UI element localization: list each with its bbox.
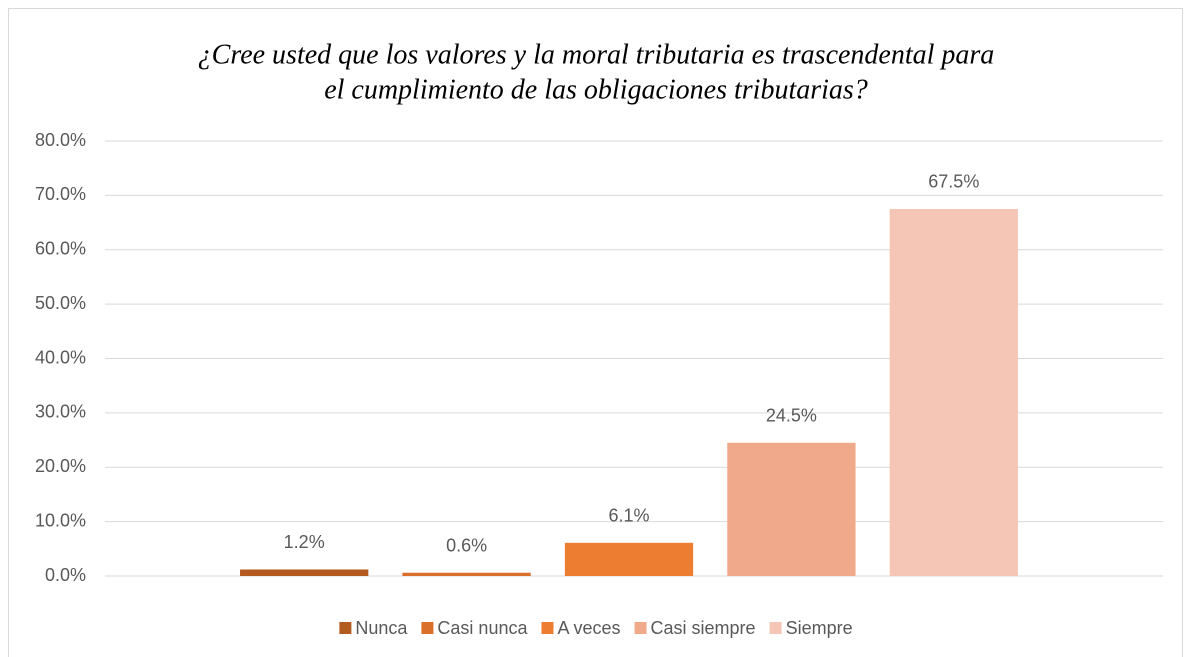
chart-title: el cumplimiento de las obligaciones trib…	[324, 74, 868, 105]
bar	[727, 442, 856, 576]
legend-swatch	[634, 622, 647, 634]
bar	[564, 542, 694, 576]
legend-swatch	[541, 622, 554, 634]
y-tick-label: 80.0%	[35, 130, 86, 150]
y-tick-label: 0.0%	[45, 565, 86, 585]
legend-label: Casi siempre	[651, 618, 756, 638]
y-tick-label: 30.0%	[35, 402, 86, 422]
data-label: 67.5%	[928, 172, 979, 192]
data-label: 0.6%	[446, 535, 487, 555]
legend-swatch	[339, 622, 352, 634]
bar	[402, 572, 531, 576]
data-label: 24.5%	[766, 406, 817, 426]
y-tick-label: 10.0%	[35, 510, 86, 530]
chart-title: ¿Cree usted que los valores y la moral t…	[198, 39, 995, 70]
y-tick-label: 40.0%	[35, 347, 86, 367]
legend-label: A veces	[557, 618, 620, 638]
data-label: 6.1%	[608, 506, 649, 526]
bar	[889, 208, 1018, 576]
y-tick-label: 60.0%	[35, 239, 86, 259]
legend-swatch	[769, 622, 782, 634]
legend-label: Casi nunca	[437, 618, 528, 638]
bar	[240, 569, 369, 576]
y-tick-label: 70.0%	[35, 184, 86, 204]
legend-label: Nunca	[355, 618, 408, 638]
data-label: 1.2%	[284, 532, 325, 552]
y-tick-label: 50.0%	[35, 293, 86, 313]
legend-swatch	[421, 622, 434, 634]
y-tick-label: 20.0%	[35, 456, 86, 476]
legend-label: Siempre	[786, 618, 853, 638]
